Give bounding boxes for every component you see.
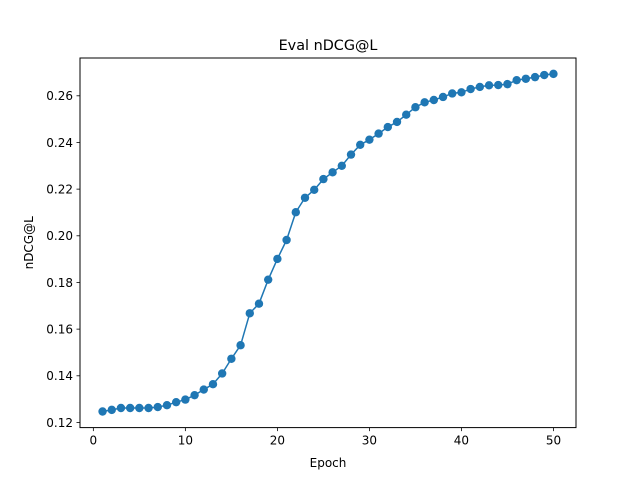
y-tick-label: 0.22 — [46, 182, 73, 196]
y-axis: 0.12 0.14 0.16 0.18 0.20 0.22 0.24 0.26 — [46, 89, 80, 430]
data-point — [540, 70, 549, 80]
data-point — [273, 254, 282, 264]
data-point — [291, 208, 300, 217]
data-point — [319, 174, 328, 184]
data-point — [448, 89, 457, 98]
y-tick-label: 0.16 — [46, 322, 73, 336]
data-point — [346, 150, 356, 159]
data-point — [263, 275, 273, 284]
chart-title: Eval nDCG@L — [279, 38, 378, 54]
x-tick-label: 20 — [270, 434, 285, 448]
y-tick-label: 0.24 — [46, 136, 73, 150]
x-tick-label: 40 — [454, 434, 469, 448]
data-point — [429, 95, 439, 105]
plot-area — [98, 69, 558, 416]
data-point — [356, 140, 365, 149]
data-point — [374, 129, 383, 138]
data-point — [530, 72, 540, 82]
data-point — [254, 299, 264, 308]
data-point — [494, 80, 503, 90]
data-point — [190, 390, 199, 400]
data-point — [420, 98, 429, 107]
y-axis-label: nDCG@L — [22, 216, 36, 270]
data-point — [171, 397, 181, 407]
data-point — [503, 79, 512, 89]
data-point — [475, 82, 485, 92]
y-tick-label: 0.12 — [46, 416, 73, 430]
data-point — [236, 341, 245, 350]
data-point — [208, 380, 218, 389]
data-point — [116, 403, 126, 413]
data-point — [153, 402, 162, 412]
data-point — [328, 168, 337, 177]
data-point — [144, 403, 153, 413]
data-point — [227, 354, 236, 363]
data-point — [438, 92, 448, 102]
data-point — [199, 385, 208, 394]
data-point — [392, 117, 402, 127]
x-tick-label: 50 — [546, 434, 561, 448]
data-point — [282, 235, 291, 245]
data-point — [125, 403, 135, 413]
data-point — [457, 88, 466, 97]
y-tick-label: 0.26 — [46, 89, 73, 103]
data-point — [217, 369, 227, 378]
data-point — [402, 110, 411, 119]
y-tick-label: 0.14 — [46, 369, 73, 383]
data-point — [365, 135, 374, 144]
data-point — [549, 69, 558, 79]
data-point — [512, 75, 521, 85]
data-point — [135, 403, 144, 413]
data-point — [484, 81, 494, 90]
axes-frame — [79, 57, 577, 429]
data-point — [107, 405, 116, 415]
y-tick-label: 0.18 — [46, 276, 73, 290]
data-point — [337, 161, 346, 170]
x-tick-label: 10 — [178, 434, 193, 448]
data-point — [181, 395, 190, 404]
data-point — [466, 84, 475, 94]
x-axis-label: Epoch — [310, 456, 347, 470]
y-tick-label: 0.20 — [46, 229, 73, 243]
data-point — [162, 401, 172, 410]
data-point — [98, 407, 107, 416]
data-point — [521, 74, 531, 83]
data-point — [300, 193, 310, 202]
data-point — [383, 122, 393, 132]
x-tick-label: 0 — [90, 434, 98, 448]
data-point — [411, 103, 420, 112]
x-tick-label: 30 — [362, 434, 377, 448]
data-point — [245, 309, 254, 318]
x-axis: 0 10 20 30 40 50 — [90, 427, 561, 448]
data-point — [310, 185, 319, 195]
